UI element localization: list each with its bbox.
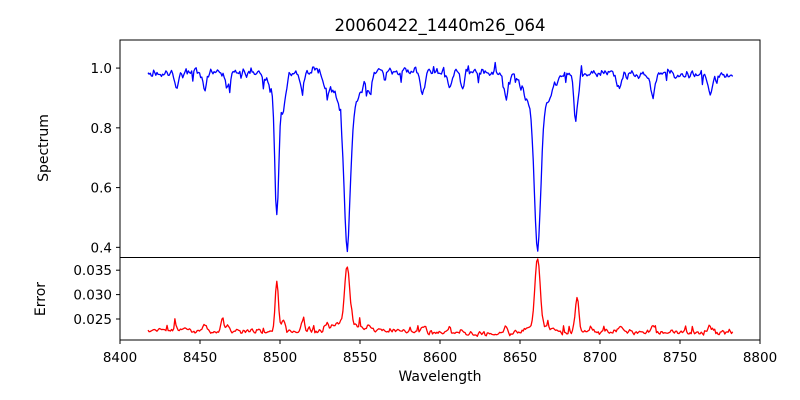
y-tick-label: 1.0 <box>91 61 112 77</box>
y-tick-label: 0.030 <box>73 288 112 304</box>
y-tick-label: 0.6 <box>91 181 112 197</box>
x-tick-label: 8400 <box>103 350 137 366</box>
chart-plot-area: 0.4 0.6 0.8 1.0 0.025 0.030 0.035 8400 8450 8500 8… <box>73 39 777 366</box>
x-axis-label: Wavelength <box>398 369 481 385</box>
x-tick-label: 8600 <box>423 350 457 366</box>
x-tick-label: 8550 <box>343 350 377 366</box>
y-axis-label-error: Error <box>33 282 49 316</box>
x-tick-label: 8500 <box>263 350 297 366</box>
y-tick-label: 0.8 <box>91 121 112 137</box>
x-tick-label: 8800 <box>743 350 777 366</box>
x-tick-label: 8700 <box>583 350 617 366</box>
error-panel-frame <box>119 257 761 341</box>
y-axis-label-spectrum: Spectrum <box>36 114 52 182</box>
x-tick-label: 8750 <box>663 350 697 366</box>
x-tick-label: 8450 <box>183 350 217 366</box>
y-tick-label: 0.035 <box>73 263 112 279</box>
error-series-line <box>147 258 734 338</box>
spectrum-series-line <box>147 61 734 253</box>
chart-title: 20060422_1440m26_064 <box>334 16 545 36</box>
y-tick-label: 0.025 <box>73 312 112 328</box>
x-tick-label: 8650 <box>503 350 537 366</box>
y-tick-label: 0.4 <box>91 240 112 256</box>
